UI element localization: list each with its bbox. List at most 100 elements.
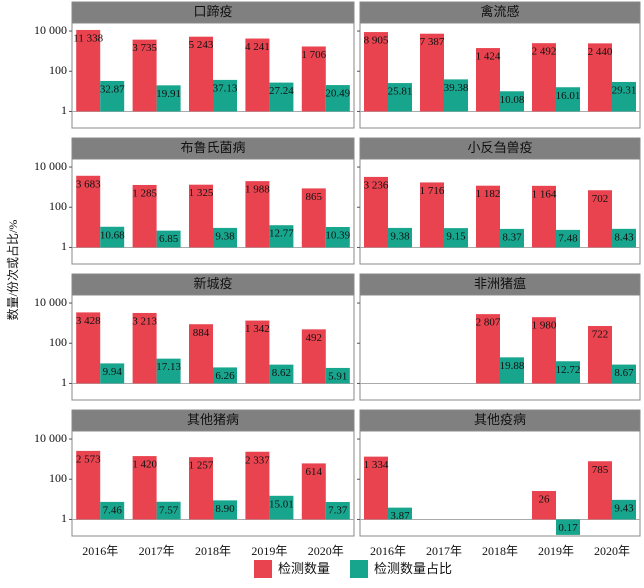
data-label: 12.77: [269, 228, 294, 240]
data-label: 25.81: [388, 86, 413, 98]
data-label: 7.37: [328, 505, 348, 517]
data-label: 5 243: [189, 39, 214, 51]
data-label: 8.43: [614, 231, 634, 243]
data-label: 1 988: [245, 184, 270, 196]
data-label: 1 424: [476, 51, 501, 63]
bar: [556, 519, 580, 535]
bar: [556, 361, 580, 384]
data-label: 2 573: [76, 453, 101, 465]
x-tick-label: 2018年: [482, 544, 518, 558]
data-label: 37.13: [213, 82, 238, 94]
data-label: 6.85: [159, 233, 179, 245]
data-label: 8 905: [364, 35, 389, 47]
data-label: 614: [306, 466, 323, 478]
bar: [532, 43, 556, 112]
bar: [100, 226, 125, 248]
bar: [500, 357, 524, 384]
data-label: 19.88: [500, 360, 525, 372]
data-label: 10.68: [100, 229, 125, 241]
data-label: 5.91: [328, 370, 347, 382]
bar: [213, 367, 237, 384]
legend-swatch: [350, 560, 368, 578]
bar: [132, 39, 157, 112]
data-label: 1 706: [301, 49, 326, 61]
data-label: 2 440: [588, 46, 613, 58]
data-label: 702: [592, 193, 609, 205]
bar: [76, 450, 101, 520]
bar: [132, 456, 157, 520]
bar: [556, 87, 580, 112]
bar: [325, 85, 350, 112]
bar: [301, 188, 326, 248]
legend-label: 检测数量占比: [374, 561, 452, 576]
data-label: 27.24: [269, 85, 294, 97]
bar: [100, 80, 125, 112]
data-label: 8.67: [614, 367, 634, 379]
bar: [588, 190, 612, 248]
bar: [132, 312, 157, 384]
bar: [269, 225, 294, 248]
data-label: 20.49: [325, 88, 350, 100]
data-label: 1 164: [532, 188, 557, 200]
data-label: 1 325: [189, 187, 214, 199]
panel-header: [71, 137, 355, 160]
data-label: 7.48: [558, 232, 578, 244]
panel-header: [71, 273, 355, 296]
data-label: 2 337: [245, 454, 270, 466]
bar: [76, 175, 101, 248]
x-tick-label: 2020年: [594, 544, 630, 558]
y-tick-label: 100: [49, 63, 67, 77]
data-label: 3 213: [132, 315, 157, 327]
bar: [500, 228, 524, 248]
panel-title: 禽流感: [480, 4, 519, 19]
data-label: 3 236: [364, 179, 389, 191]
bar: [213, 500, 237, 520]
data-label: 12.72: [556, 364, 581, 376]
bar: [156, 230, 181, 248]
bar: [100, 363, 125, 384]
data-label: 9.15: [446, 231, 466, 243]
panel-title: 其他猪病: [187, 412, 239, 427]
data-label: 8.37: [502, 231, 522, 243]
data-label: 39.38: [444, 82, 469, 94]
panel-title: 口蹄疫: [193, 4, 232, 19]
data-label: 3 735: [132, 42, 157, 54]
panel-title: 布鲁氏菌病: [180, 140, 245, 155]
data-label: 10.39: [325, 230, 350, 242]
panel-title: 其他疫病: [474, 412, 526, 427]
bar: [476, 185, 500, 248]
bar: [189, 324, 213, 384]
data-label: 17.13: [156, 361, 181, 373]
x-tick-label: 2020年: [308, 544, 344, 558]
bar: [444, 79, 468, 112]
panel-header: [71, 1, 355, 24]
data-label: 7 387: [420, 36, 445, 48]
data-label: 9.94: [103, 366, 123, 378]
x-tick-label: 2016年: [82, 544, 118, 558]
bar: [269, 495, 294, 520]
y-tick-label: 10 000: [34, 295, 67, 309]
y-tick-label: 10 000: [34, 23, 67, 37]
x-tick-label: 2017年: [139, 544, 175, 558]
data-label: 8.90: [215, 503, 235, 515]
bar: [245, 181, 270, 248]
bar: [476, 48, 500, 112]
data-label: 4 241: [245, 41, 270, 53]
data-label: 0.17: [558, 522, 578, 534]
bar: [189, 457, 213, 520]
bar: [612, 499, 636, 520]
bar: [388, 83, 412, 112]
bar: [388, 507, 412, 520]
panel-header: [359, 137, 641, 160]
y-tick-label: 1: [61, 511, 67, 525]
bar: [612, 364, 636, 384]
bar: [556, 229, 580, 248]
data-label: 1 334: [364, 459, 389, 471]
legend-swatch: [254, 560, 272, 578]
data-label: 9.38: [390, 230, 410, 242]
x-tick-label: 2018年: [195, 544, 231, 558]
y-tick-label: 1: [61, 239, 67, 253]
data-label: 26: [539, 494, 551, 506]
data-label: 785: [592, 464, 609, 476]
bar: [269, 82, 294, 112]
